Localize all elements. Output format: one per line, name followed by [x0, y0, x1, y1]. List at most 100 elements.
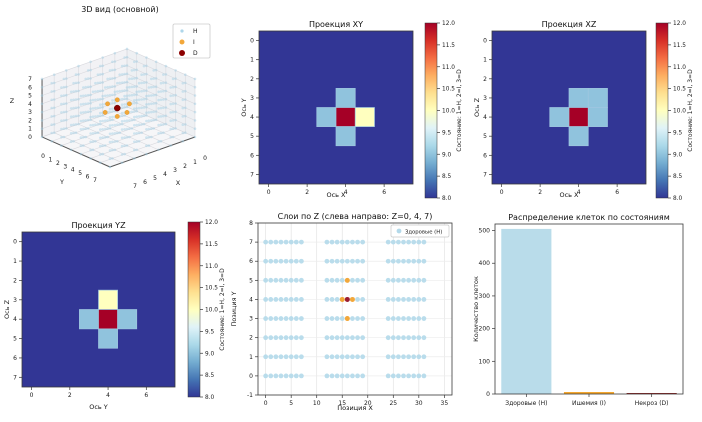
- healthy-cell-dot: [169, 94, 172, 98]
- healthy-cell-dot: [181, 106, 185, 110]
- healthy-cell-dot: [171, 110, 175, 114]
- healthy-cell-dot: [360, 258, 366, 264]
- y-axis-label: Позиция Y: [230, 291, 238, 326]
- healthy-cell-dot: [65, 127, 68, 130]
- y-axis-label: Y: [59, 178, 64, 186]
- healthy-cell-dot: [293, 258, 299, 264]
- y-tick-label: 8: [249, 220, 253, 227]
- healthy-cell-dot: [162, 89, 165, 93]
- panel-projection-xz: Проекция XZ 0 1 2 3 4 5 6 7 0 2 4 6 Ось Z 8.0 8.5 9.0 9.…: [470, 0, 702, 203]
- healthy-cell-dot: [52, 106, 56, 110]
- x-tick-label: 0: [500, 189, 504, 196]
- healthy-cell-dot: [111, 132, 114, 135]
- heatmap-cell: [568, 107, 589, 127]
- healthy-cell-dot: [329, 335, 335, 341]
- healthy-cell-dot: [193, 127, 197, 130]
- healthy-cell-dot: [329, 316, 335, 321]
- healthy-cell-dot: [40, 135, 44, 139]
- healthy-cell-dot: [113, 101, 117, 105]
- healthy-cell-dot: [96, 114, 100, 118]
- x-tick-label: 1: [193, 159, 197, 166]
- y-tick-label: 7: [249, 239, 253, 246]
- healthy-cell-dot: [416, 335, 422, 341]
- healthy-cell-dot: [86, 118, 90, 122]
- y-tick-label: 0: [483, 38, 487, 45]
- healthy-cell-dot: [125, 55, 129, 59]
- colorbar-tick-label: 11.5: [673, 43, 686, 49]
- healthy-cell-dot: [273, 239, 279, 245]
- healthy-cell-dot: [278, 239, 284, 245]
- y-tick-label: 0: [486, 391, 490, 398]
- healthy-cell-dot: [99, 114, 102, 118]
- healthy-cell-dot: [94, 98, 97, 102]
- healthy-cell-dot: [135, 68, 138, 72]
- panel-state-distribution: Распределение клеток по состояниям 0 100 2…: [470, 211, 702, 422]
- ischemia-cell-dot: [105, 101, 110, 107]
- healthy-cell-dot: [193, 94, 197, 97]
- healthy-cell-dot: [40, 127, 44, 130]
- healthy-cell-dot: [421, 316, 427, 321]
- healthy-cell-dot: [411, 297, 417, 302]
- healthy-cell-dot: [174, 93, 177, 97]
- healthy-cell-dot: [72, 81, 75, 85]
- ischemia-cell-dot: [344, 316, 350, 322]
- healthy-cell-dot: [101, 152, 104, 156]
- healthy-cell-dot: [133, 99, 136, 102]
- healthy-cell-dot: [133, 115, 136, 119]
- healthy-cell-dot: [40, 102, 44, 106]
- healthy-cell-dot: [298, 354, 304, 360]
- healthy-cell-dot: [171, 127, 175, 130]
- healthy-cell-dot: [401, 335, 406, 341]
- healthy-cell-dot: [135, 101, 138, 105]
- healthy-cell-dot: [108, 149, 112, 152]
- healthy-cell-dot: [135, 85, 138, 88]
- healthy-cell-dot: [263, 297, 269, 302]
- y-tick-label: 4: [483, 114, 487, 121]
- healthy-cell-dot: [77, 64, 80, 68]
- healthy-cell-dot: [111, 107, 114, 110]
- healthy-cell-dot: [94, 140, 97, 143]
- healthy-cell-dot: [72, 90, 75, 93]
- healthy-cell-dot: [390, 316, 396, 321]
- grid-line: [41, 106, 128, 138]
- healthy-cell-dot: [293, 277, 299, 283]
- healthy-cell-dot: [154, 85, 158, 88]
- projection-xz-canvas: 0 1 2 3 4 5 6 7 0 2 4 6 Ось Z 8.0 8.5 9.0 9.5 10.0 10.5 11.…: [473, 21, 694, 202]
- healthy-cell-dot: [350, 335, 355, 341]
- healthy-cell-dot: [101, 56, 104, 59]
- healthy-cell-dot: [116, 140, 119, 143]
- healthy-cell-dot: [152, 127, 155, 130]
- healthy-cell-dot: [50, 140, 53, 143]
- healthy-cell-dot: [339, 335, 345, 341]
- healthy-cell-dot: [106, 94, 109, 97]
- x-tick-label: 6: [615, 189, 619, 196]
- healthy-cell-dot: [113, 85, 117, 88]
- healthy-cell-dot: [355, 258, 360, 264]
- z-tick-label: 0: [28, 134, 32, 141]
- healthy-cell-dot: [89, 124, 92, 127]
- healthy-cell-dot: [140, 114, 143, 118]
- healthy-cell-dot: [162, 131, 165, 134]
- y-tick-label: 3: [250, 95, 254, 102]
- x-tick-label: 0: [267, 189, 271, 196]
- healthy-cell-dot: [329, 239, 335, 245]
- healthy-cell-dot: [288, 297, 294, 302]
- healthy-cell-dot: [99, 73, 102, 76]
- heatmap-cell: [117, 309, 138, 330]
- healthy-cell-dot: [263, 316, 269, 321]
- healthy-cell-dot: [84, 102, 87, 106]
- healthy-cell-dot: [89, 101, 92, 105]
- healthy-cell-dot: [94, 81, 97, 85]
- healthy-cell-dot: [123, 119, 126, 123]
- healthy-cell-dot: [154, 68, 158, 72]
- y-tick-label: 6: [249, 258, 253, 265]
- healthy-cell-dot: [118, 73, 121, 76]
- heatmap-cell: [587, 88, 608, 108]
- y-tick-label: 7: [13, 374, 17, 381]
- colorbar-tick-label: 8.5: [205, 373, 215, 379]
- healthy-cell-dot: [86, 85, 90, 89]
- healthy-cell-dot: [193, 85, 197, 89]
- healthy-cell-dot: [91, 107, 95, 110]
- healthy-cell-dot: [99, 122, 102, 126]
- healthy-cell-dot: [154, 93, 158, 97]
